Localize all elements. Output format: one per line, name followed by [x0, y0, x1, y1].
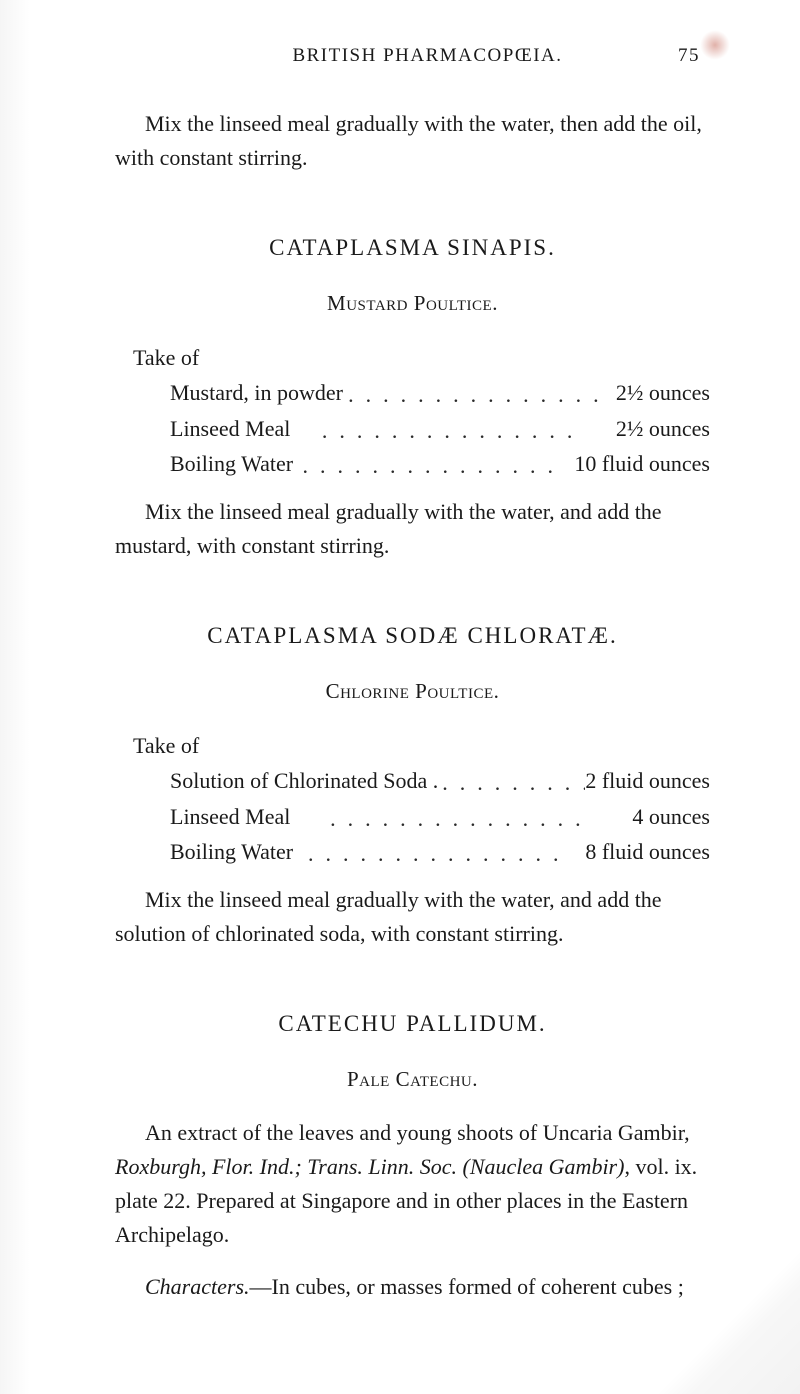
ingredient-name: Boiling Water: [170, 446, 293, 481]
section1-method: Mix the linseed meal gradually with the …: [115, 495, 710, 563]
ingredient-row: Linseed Meal 4 ounces: [170, 799, 710, 834]
ingredient-name: Solution of Chlorinated Soda .: [170, 763, 438, 798]
ingredient-amount: 8 fluid ounces: [585, 834, 710, 869]
section2-latin-title: CATAPLASMA SODÆ CHLORATÆ.: [115, 623, 710, 649]
characters-body: —In cubes, or masses formed of coherent …: [250, 1274, 684, 1299]
section2-english-title: Chlorine Poultice.: [115, 679, 710, 704]
section3-latin-title: CATECHU PALLIDUM.: [115, 1011, 710, 1037]
section3-body-lead: An extract of the leaves and young shoot…: [145, 1120, 690, 1145]
ingredient-amount: 2½ ounces: [616, 411, 710, 446]
section1-latin-title: CATAPLASMA SINAPIS.: [115, 235, 710, 261]
ingredient-row: Solution of Chlorinated Soda . 2 fluid o…: [170, 763, 710, 798]
section1-take: Take of: [133, 340, 710, 375]
leader-dots: [293, 448, 574, 483]
running-head: BRITISH PHARMACOPŒIA. 75: [115, 45, 710, 67]
ingredient-row: Mustard, in powder 2½ ounces: [170, 375, 710, 410]
characters-label: Characters.: [145, 1274, 250, 1299]
ingredient-amount: 2½ ounces: [616, 375, 710, 410]
page-number: 75: [660, 45, 700, 67]
section2-take: Take of: [133, 728, 710, 763]
leader-dots: [293, 836, 585, 871]
ingredient-amount: 10 fluid ounces: [574, 446, 710, 481]
page: BRITISH PHARMACOPŒIA. 75 Mix the linseed…: [0, 0, 800, 1394]
ingredient-row: Boiling Water 10 fluid ounces: [170, 446, 710, 481]
section2-method: Mix the linseed meal gradually with the …: [115, 883, 710, 951]
ingredient-name: Linseed Meal: [170, 799, 290, 834]
ingredient-row: Linseed Meal 2½ ounces: [170, 411, 710, 446]
ingredient-amount: 4 ounces: [632, 799, 710, 834]
section1-recipe: Take of Mustard, in powder 2½ ounces Lin…: [115, 340, 710, 481]
section2-recipe: Take of Solution of Chlorinated Soda . 2…: [115, 728, 710, 869]
ingredient-name: Mustard, in powder: [170, 375, 343, 410]
section3-body: An extract of the leaves and young shoot…: [115, 1116, 710, 1252]
leader-dots: [290, 413, 616, 448]
intro-paragraph: Mix the linseed meal gradually with the …: [115, 107, 710, 175]
scan-shadow-left: [0, 0, 30, 1394]
leader-dots: [343, 377, 616, 412]
section3-english-title: Pale Catechu.: [115, 1067, 710, 1092]
running-title: BRITISH PHARMACOPŒIA.: [195, 45, 660, 67]
leader-dots: [438, 765, 585, 800]
ingredient-name: Linseed Meal: [170, 411, 290, 446]
section1-english-title: Mustard Poultice.: [115, 291, 710, 316]
ingredient-name: Boiling Water: [170, 834, 293, 869]
leader-dots: [290, 801, 632, 836]
section3-body-italic: Roxburgh, Flor. Ind.; Trans. Linn. Soc. …: [115, 1154, 624, 1179]
ingredient-row: Boiling Water 8 fluid ounces: [170, 834, 710, 869]
section3-characters: Characters.—In cubes, or masses formed o…: [115, 1270, 710, 1304]
ingredient-amount: 2 fluid ounces: [585, 763, 710, 798]
